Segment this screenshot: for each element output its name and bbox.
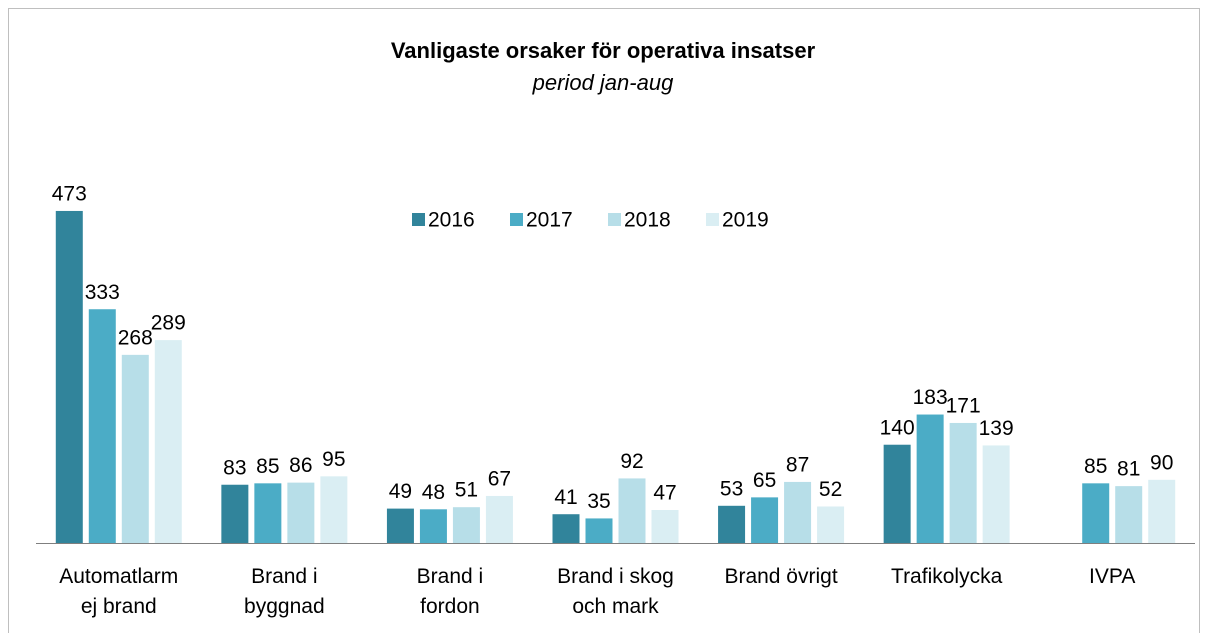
data-label: 268 [118, 326, 153, 349]
data-label: 49 [389, 480, 412, 503]
data-label: 83 [223, 456, 246, 479]
legend-swatch [412, 213, 425, 226]
data-label: 85 [256, 455, 279, 478]
legend-swatch [608, 213, 621, 226]
data-label: 473 [52, 183, 87, 206]
x-tick-label: IVPA [1089, 565, 1136, 588]
data-label: 51 [455, 479, 478, 502]
bar [949, 422, 977, 543]
bar [552, 514, 580, 543]
x-tick-label: Brand i byggnad [244, 565, 325, 618]
data-label: 41 [554, 486, 577, 509]
data-label: 86 [289, 454, 312, 477]
bar [883, 444, 911, 543]
bar [585, 518, 613, 543]
chart-subtitle: period jan-aug [532, 70, 674, 95]
bar [1115, 486, 1143, 543]
bar [982, 445, 1010, 543]
bar [751, 497, 779, 543]
data-label: 171 [946, 395, 981, 418]
bar [419, 509, 447, 543]
chart-title: Vanligaste orsaker för operativa insatse… [391, 38, 816, 63]
data-label: 48 [422, 481, 445, 504]
bar [618, 478, 646, 543]
legend-label: 2019 [722, 209, 769, 232]
x-tick-label: Automatlarm ej brand [59, 565, 179, 618]
bar [651, 510, 679, 543]
data-label: 65 [753, 469, 776, 492]
legend-swatch [706, 213, 719, 226]
bar [88, 309, 116, 543]
legend-label: 2016 [428, 209, 475, 232]
x-tick-label: Brand i fordon [416, 565, 484, 618]
data-label: 52 [819, 478, 842, 501]
bar [1148, 479, 1176, 543]
bar [1082, 483, 1110, 543]
data-label: 92 [620, 450, 643, 473]
data-label: 87 [786, 453, 809, 476]
data-label: 139 [979, 417, 1014, 440]
data-label: 81 [1117, 458, 1140, 481]
bar [121, 354, 149, 543]
legend-label: 2017 [526, 209, 573, 232]
bar [154, 340, 182, 543]
bar [254, 483, 282, 543]
data-label: 35 [587, 490, 610, 513]
bar [386, 508, 414, 543]
bar [452, 507, 480, 543]
data-label: 289 [151, 312, 186, 335]
bar [55, 210, 83, 544]
bar [817, 506, 845, 543]
data-label: 90 [1150, 451, 1173, 474]
x-tick-label: Trafikolycka [891, 565, 1003, 588]
data-label: 140 [880, 416, 915, 439]
data-label: 95 [322, 448, 345, 471]
bar [916, 414, 944, 543]
chart-frame [8, 8, 1200, 633]
legend-label: 2018 [624, 209, 671, 232]
data-label: 333 [85, 281, 120, 304]
x-tick-label: Brand övrigt [724, 565, 838, 588]
bar [718, 505, 746, 543]
data-label: 67 [488, 468, 511, 491]
bar [320, 476, 348, 543]
legend-swatch [510, 213, 523, 226]
bar [221, 484, 249, 543]
bar [287, 482, 315, 543]
bar [485, 495, 513, 543]
data-label: 47 [653, 482, 676, 505]
x-tick-label: Brand i skog och mark [557, 565, 674, 618]
bar [784, 481, 812, 543]
data-label: 183 [913, 386, 948, 409]
data-label: 53 [720, 477, 743, 500]
data-label: 85 [1084, 455, 1107, 478]
